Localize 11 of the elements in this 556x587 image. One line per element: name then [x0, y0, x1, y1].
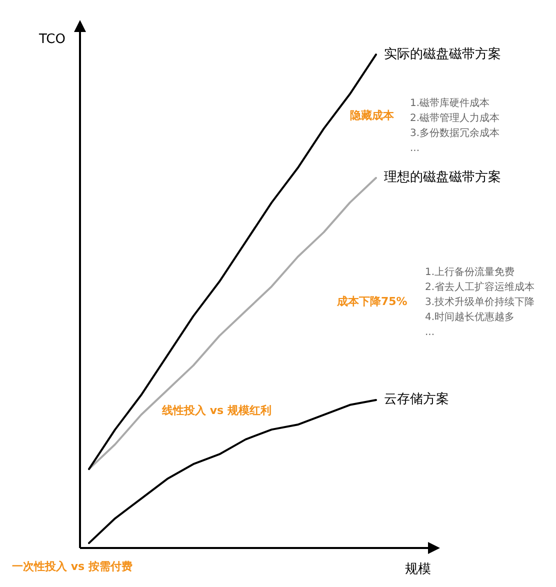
text: 一次性投入 vs 按需付费: [12, 559, 132, 574]
series-label: 云存储方案: [384, 390, 449, 408]
series-label: 理想的磁盘磁带方案: [384, 168, 501, 186]
y-axis-title: TCO: [39, 32, 66, 47]
x-axis-title: 规模: [405, 561, 431, 578]
text: 1.磁带库硬件成本 2.磁带管理人力成本 3.多份数据冗余成本 ...: [410, 96, 500, 156]
annotation: 成本下降75%: [337, 294, 408, 309]
series-label: 实际的磁盘磁带方案: [384, 46, 501, 63]
annotation: 线性投入 vs 规模红利: [162, 403, 272, 418]
annotation: 隐藏成本: [350, 108, 394, 123]
text: 1.上行备份流量免费 2.省去人工扩容运维成本 3.技术升级单价持续下降 4.时间越长优惠越多 ...: [425, 266, 535, 340]
